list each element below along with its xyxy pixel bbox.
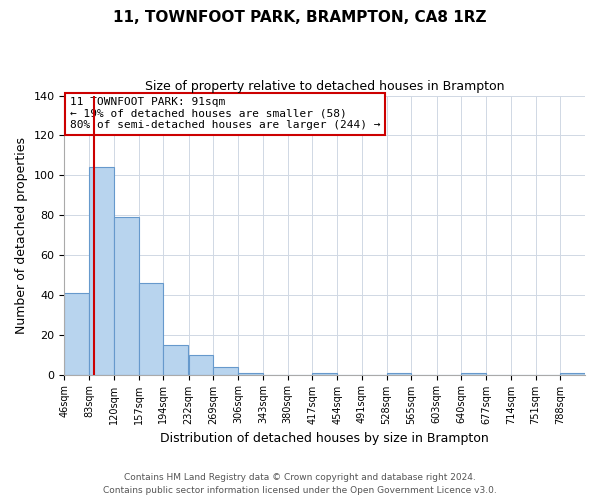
Text: 11 TOWNFOOT PARK: 91sqm
← 19% of detached houses are smaller (58)
80% of semi-de: 11 TOWNFOOT PARK: 91sqm ← 19% of detache… [70, 97, 380, 130]
Bar [163, 344, 188, 374]
Title: Size of property relative to detached houses in Brampton: Size of property relative to detached ho… [145, 80, 505, 93]
Text: Contains HM Land Registry data © Crown copyright and database right 2024.
Contai: Contains HM Land Registry data © Crown c… [103, 474, 497, 495]
Bar [114, 217, 139, 374]
Bar [64, 293, 89, 374]
Bar [313, 372, 337, 374]
Bar [461, 372, 486, 374]
Bar [89, 168, 114, 374]
Y-axis label: Number of detached properties: Number of detached properties [15, 136, 28, 334]
X-axis label: Distribution of detached houses by size in Brampton: Distribution of detached houses by size … [160, 432, 489, 445]
Bar [139, 283, 163, 374]
Bar [214, 366, 238, 374]
Bar [189, 354, 214, 374]
Bar [560, 372, 585, 374]
Bar [386, 372, 411, 374]
Bar [238, 372, 263, 374]
Text: 11, TOWNFOOT PARK, BRAMPTON, CA8 1RZ: 11, TOWNFOOT PARK, BRAMPTON, CA8 1RZ [113, 10, 487, 25]
